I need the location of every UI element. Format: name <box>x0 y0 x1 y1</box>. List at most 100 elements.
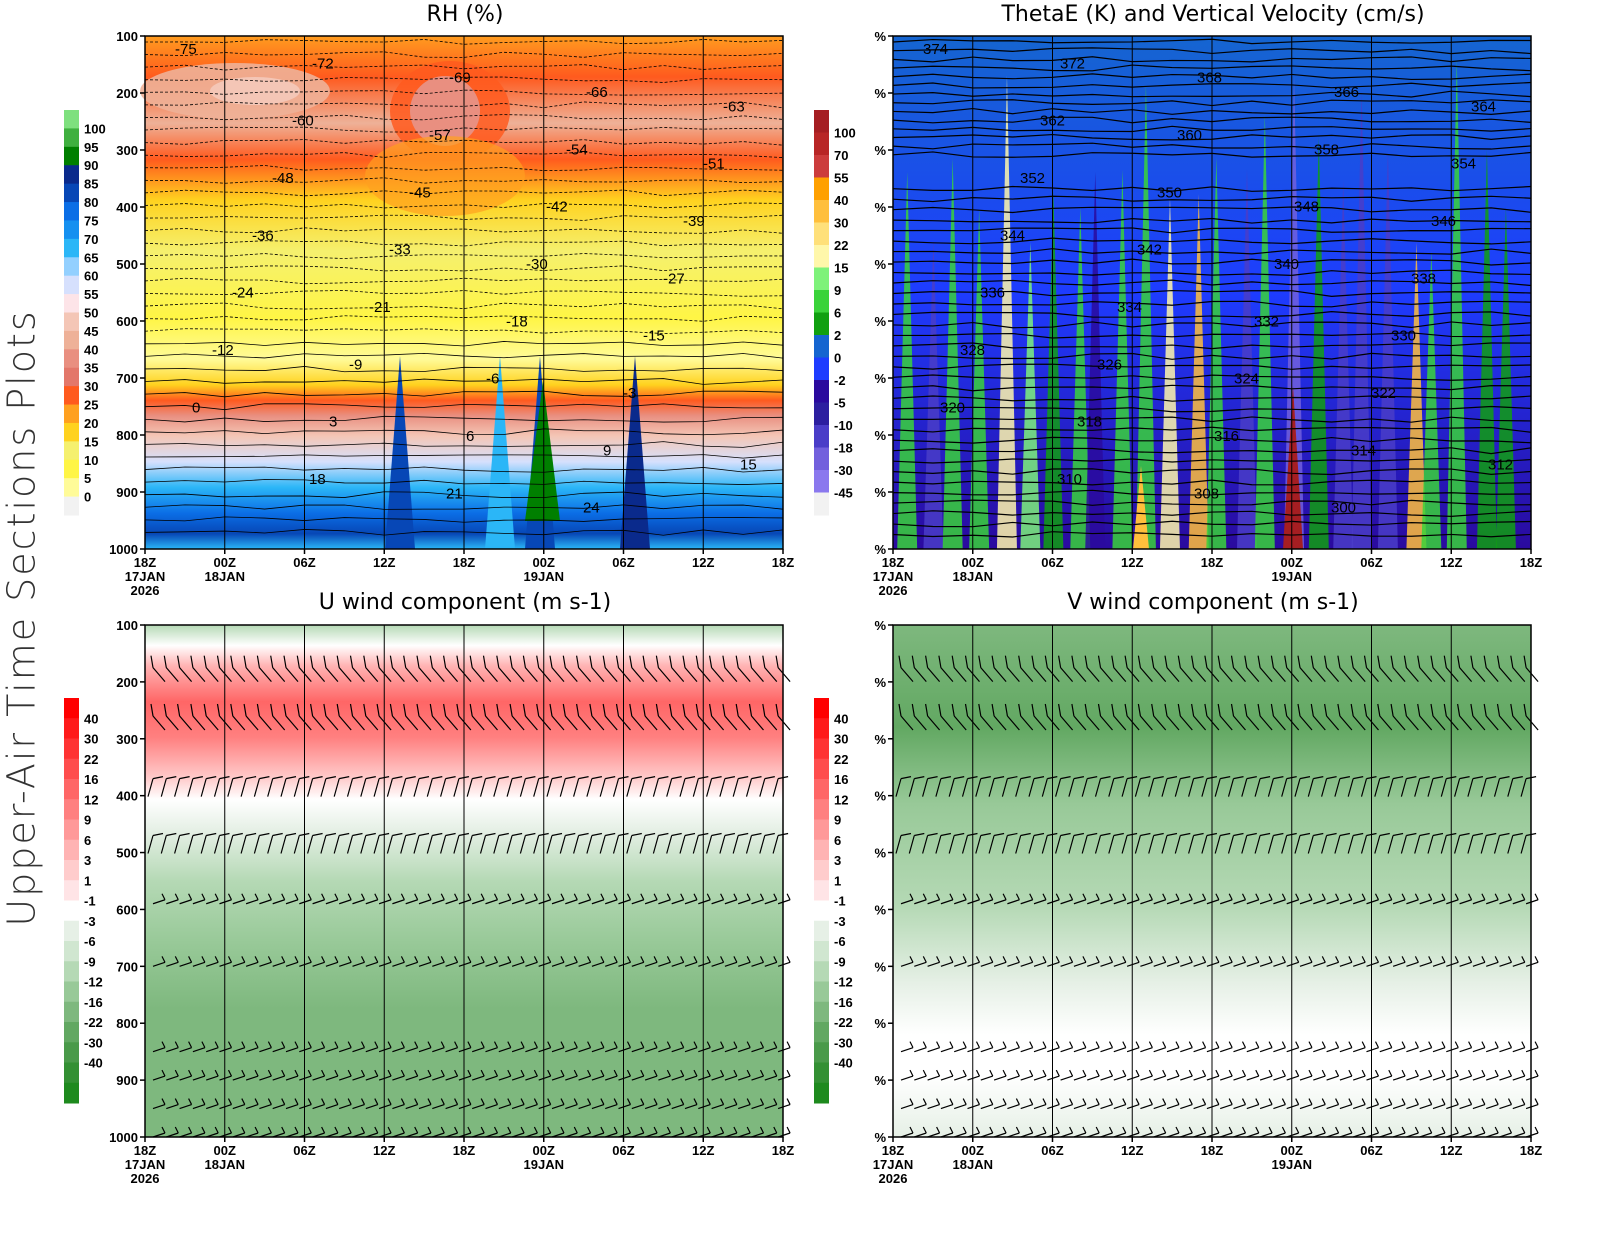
contour-line <box>144 165 784 171</box>
wind-barb <box>1446 956 1459 967</box>
wind-barb <box>938 655 954 683</box>
wind-barb <box>1299 1041 1313 1053</box>
wind-barb <box>1081 832 1098 854</box>
wind-barb <box>1299 1098 1313 1110</box>
wind-barb <box>1480 776 1497 797</box>
wind-barb <box>1414 776 1430 797</box>
wind-barb <box>525 1041 538 1053</box>
colorbar-label: 80 <box>84 195 98 210</box>
contour-label: 366 <box>1334 84 1359 101</box>
wind-barb <box>1164 703 1180 731</box>
wind-barb <box>1230 703 1246 731</box>
wind-barb <box>445 1069 459 1081</box>
wind-barb <box>1307 832 1324 854</box>
contour-line <box>144 126 784 133</box>
x-tick-label: 18Z <box>1201 1143 1223 1158</box>
wind-barb <box>1018 703 1034 731</box>
wind-barb <box>1124 703 1140 731</box>
wind-barb <box>219 893 233 905</box>
wind-barb <box>440 832 456 854</box>
x-tick-label: 06Z <box>1360 555 1382 570</box>
contour-label: 312 <box>1488 457 1513 474</box>
wind-barb <box>360 776 376 797</box>
colorbar-label: 40 <box>84 342 98 357</box>
y-tick-label: % <box>874 371 886 386</box>
colorbar-label: -22 <box>834 1015 853 1030</box>
wind-barb <box>1510 655 1526 683</box>
x-tick-label: 00Z <box>533 1143 555 1158</box>
wind-barb <box>589 703 605 731</box>
wind-barb <box>1113 893 1127 905</box>
wind-barb <box>1018 655 1034 683</box>
wind-barb <box>775 655 791 683</box>
wind-barb <box>333 776 350 797</box>
wind-barb <box>323 655 339 683</box>
wind-barb <box>1244 703 1260 731</box>
wind-barb <box>365 1041 379 1053</box>
contour-line <box>144 51 784 58</box>
wind-barb <box>745 832 762 854</box>
wind-barb <box>219 1098 233 1110</box>
wind-barb <box>243 703 259 731</box>
wind-barb <box>1206 1069 1220 1081</box>
wind-barb <box>1324 655 1340 683</box>
wind-barb <box>1313 1069 1326 1081</box>
wind-barb <box>389 703 405 731</box>
wind-barb <box>325 893 339 905</box>
wind-barb <box>152 1069 166 1081</box>
wind-barb <box>1499 1069 1513 1081</box>
wind-barb <box>432 1098 445 1110</box>
wind-barb <box>1347 832 1364 854</box>
wind-barb <box>559 776 576 797</box>
wind-barb <box>1366 893 1380 905</box>
wind-barb <box>1126 1098 1140 1110</box>
wind-barb <box>1419 956 1433 967</box>
wind-barb <box>312 1069 326 1081</box>
wind-barb <box>458 956 472 967</box>
wind-barb <box>203 703 219 731</box>
wind-barb <box>775 703 791 731</box>
wind-barb <box>1044 655 1060 683</box>
wind-barb <box>1007 1069 1020 1081</box>
wind-barb <box>506 832 523 854</box>
wind-barb <box>1390 703 1406 731</box>
colorbar-label: 1 <box>834 873 841 888</box>
wind-barb <box>1379 1041 1393 1053</box>
wind-barb <box>1001 832 1018 854</box>
wind-barb <box>280 832 297 854</box>
colorbar-label: 9 <box>834 813 841 828</box>
wind-barb <box>1454 776 1470 797</box>
wind-barb <box>352 893 366 905</box>
wind-barb <box>206 1098 219 1110</box>
wind-barb <box>711 1041 725 1053</box>
x-tick-label: 00Z <box>214 1143 236 1158</box>
wind-barb <box>724 956 738 967</box>
y-tick-label: 1000 <box>109 542 138 557</box>
wind-barb <box>485 956 499 967</box>
wind-barb <box>378 1069 392 1081</box>
wind-barb <box>1108 776 1124 797</box>
wind-barb <box>365 956 379 967</box>
colorbar-swatch <box>814 860 829 881</box>
wind-barb <box>1113 1098 1127 1110</box>
contour-label: -30 <box>526 256 548 273</box>
wind-barb <box>498 893 512 905</box>
wind-barb <box>732 776 749 797</box>
wind-barb <box>336 655 352 683</box>
contour-label: 336 <box>980 285 1005 302</box>
wind-barb <box>493 776 509 797</box>
colorbar-swatch <box>814 267 829 291</box>
wind-barb <box>413 832 430 854</box>
wind-barb <box>1204 703 1220 731</box>
wind-barb <box>152 893 166 905</box>
wind-barb <box>1033 1069 1047 1081</box>
wind-barb <box>1084 655 1100 683</box>
wind-barb <box>307 832 323 854</box>
wind-barb <box>1126 893 1140 905</box>
wind-barb <box>363 703 379 731</box>
colorbar-swatch <box>64 779 79 800</box>
wind-barb <box>216 703 232 731</box>
wind-barb <box>1273 1069 1286 1081</box>
x-tick-label: 18Z <box>1201 555 1223 570</box>
wind-barb <box>365 1069 379 1081</box>
